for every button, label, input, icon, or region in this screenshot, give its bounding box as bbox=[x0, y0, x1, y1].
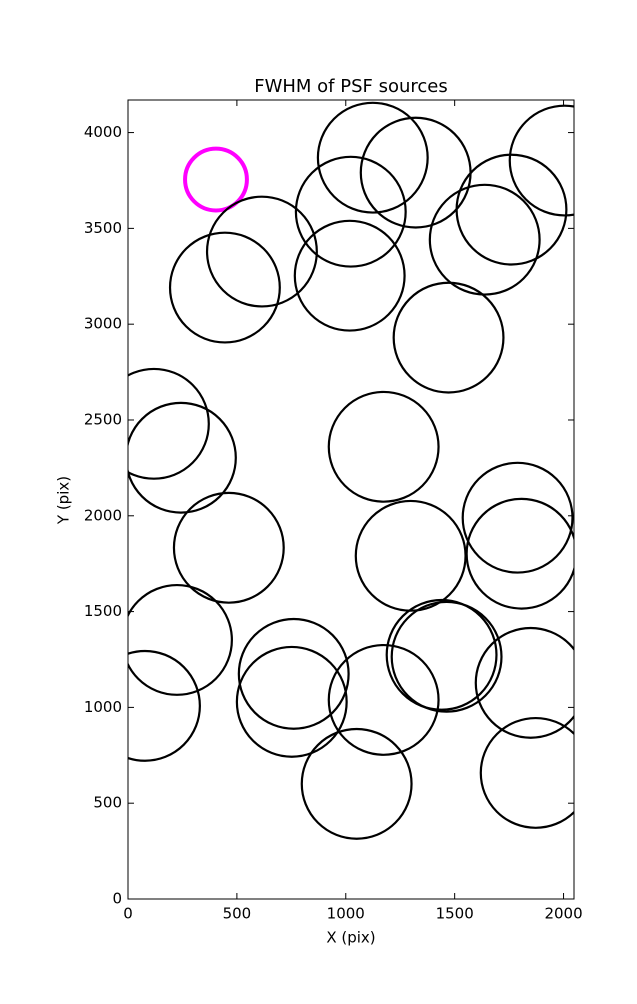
psf-circle bbox=[465, 497, 574, 610]
psf-circle bbox=[474, 626, 574, 739]
y-tick-label: 3000 bbox=[84, 315, 122, 333]
axes-frame bbox=[127, 99, 575, 900]
psf-circle bbox=[508, 104, 574, 217]
y-tick-label: 0 bbox=[112, 890, 122, 908]
y-axis-label: Y (pix) bbox=[55, 476, 73, 525]
psf-circle bbox=[128, 583, 233, 696]
psf-circle bbox=[235, 645, 348, 758]
psf-circle bbox=[392, 281, 505, 394]
psf-circle bbox=[461, 461, 574, 574]
psf-circle bbox=[293, 219, 406, 332]
psf-circle bbox=[455, 153, 568, 266]
psf-circle bbox=[183, 146, 249, 213]
psf-circle bbox=[172, 491, 285, 604]
psf-circle bbox=[327, 643, 440, 756]
plot-area bbox=[128, 101, 574, 840]
y-tick-label: 1500 bbox=[84, 602, 122, 620]
psf-circle bbox=[316, 101, 429, 214]
x-tick-label: 1500 bbox=[436, 905, 474, 923]
psf-circle bbox=[327, 390, 440, 503]
psf-circle bbox=[128, 367, 210, 480]
psf-circle bbox=[128, 649, 201, 762]
x-axis-label: X (pix) bbox=[326, 929, 375, 947]
psf-circle bbox=[390, 600, 503, 713]
psf-circle bbox=[428, 183, 541, 296]
y-tick-label: 3500 bbox=[84, 219, 122, 237]
psf-circle bbox=[300, 727, 413, 840]
y-tick-label: 2000 bbox=[84, 506, 122, 524]
psf-circle bbox=[385, 598, 498, 711]
psf-circle bbox=[128, 401, 237, 514]
x-tick-label: 2000 bbox=[544, 905, 582, 923]
psf-circle bbox=[294, 155, 407, 268]
y-tick-label: 4000 bbox=[84, 123, 122, 141]
x-tick-label: 0 bbox=[123, 905, 133, 923]
y-tick-label: 2500 bbox=[84, 410, 122, 428]
psf-circle bbox=[205, 195, 318, 308]
x-tick-label: 1000 bbox=[327, 905, 365, 923]
y-tick-label: 1000 bbox=[84, 698, 122, 716]
psf-circle bbox=[237, 617, 350, 730]
psf-circle bbox=[479, 716, 574, 829]
y-tick-label: 500 bbox=[93, 794, 122, 812]
x-tick-label: 500 bbox=[223, 905, 252, 923]
chart-title: FWHM of PSF sources bbox=[254, 76, 448, 97]
psf-circle bbox=[168, 231, 281, 344]
